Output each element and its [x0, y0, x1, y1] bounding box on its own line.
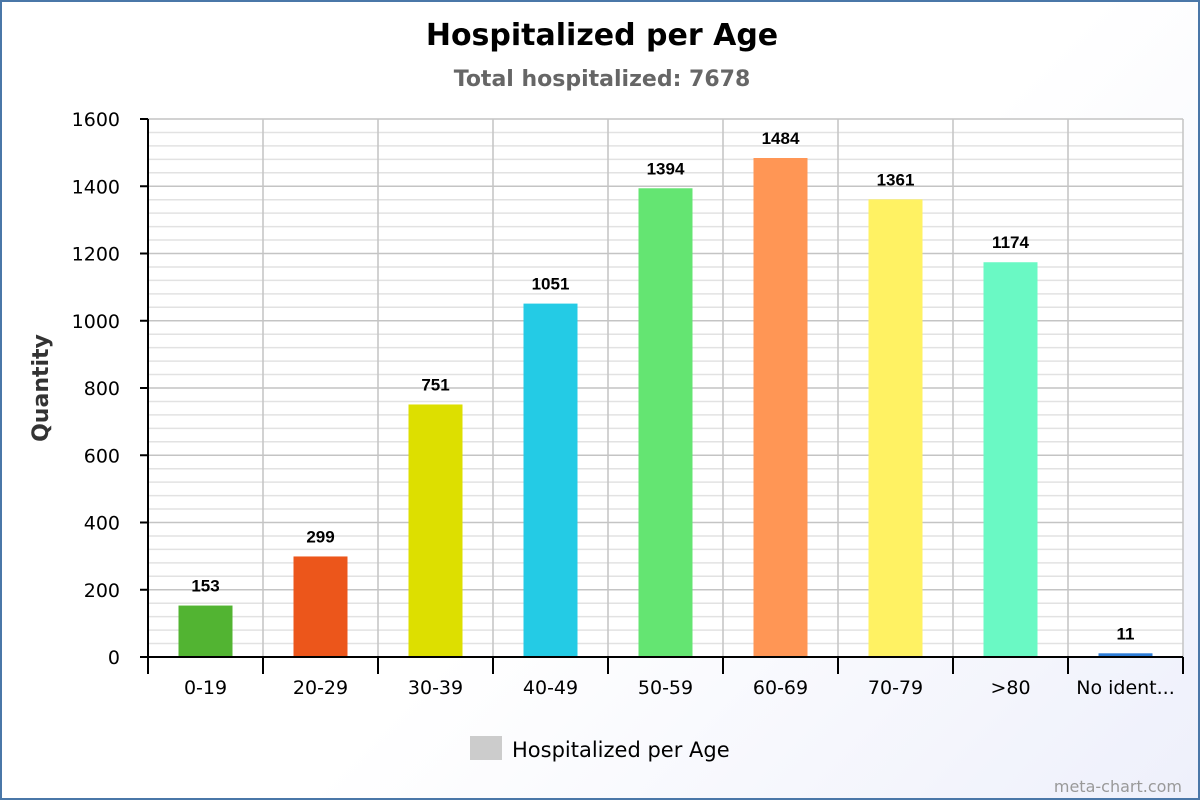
x-tick-label: 30-39 — [408, 677, 463, 699]
y-tick-label: 1600 — [72, 109, 120, 131]
y-tick-label: 1000 — [72, 311, 120, 333]
data-labels: 153 299 751 1051 1394 1484 1361 1174 11 — [191, 129, 1134, 643]
legend-swatch[interactable] — [470, 736, 502, 760]
data-label: 1361 — [877, 170, 915, 189]
legend-label[interactable]: Hospitalized per Age — [512, 738, 730, 762]
y-tick-label: 600 — [84, 445, 120, 467]
x-tick-label: No ident... — [1076, 677, 1175, 699]
chart-title: Hospitalized per Age — [426, 18, 778, 53]
data-label: 11 — [1117, 624, 1135, 643]
bar-No ident...[interactable] — [1098, 653, 1153, 657]
x-tick-label: 60-69 — [753, 677, 808, 699]
bar->80[interactable] — [983, 262, 1038, 657]
x-tick-label: >80 — [990, 677, 1030, 699]
legend[interactable]: Hospitalized per Age — [470, 736, 730, 762]
x-tick-label: 20-29 — [293, 677, 348, 699]
bar-60-69[interactable] — [753, 158, 808, 657]
bar-40-49[interactable] — [523, 303, 578, 657]
x-tick-label: 40-49 — [523, 677, 578, 699]
y-tick-label: 1200 — [72, 244, 120, 266]
bar-0-19[interactable] — [178, 605, 233, 657]
data-label: 1174 — [992, 233, 1029, 252]
bar-50-59[interactable] — [638, 188, 693, 657]
bars — [178, 158, 1153, 657]
data-label: 1484 — [762, 129, 800, 148]
x-tick-label: 0-19 — [184, 677, 227, 699]
bar-20-29[interactable] — [293, 556, 348, 657]
data-label: 299 — [306, 527, 334, 546]
chart-subtitle: Total hospitalized: 7678 — [454, 67, 751, 92]
data-label: 751 — [421, 375, 449, 394]
data-label: 153 — [191, 577, 219, 596]
y-axis-label: Quantity — [29, 334, 54, 442]
x-tick-label: 70-79 — [868, 677, 923, 699]
y-tick-label: 1400 — [72, 176, 120, 198]
credit-text[interactable]: meta-chart.com — [1054, 777, 1182, 796]
y-tick-label: 0 — [108, 647, 120, 669]
data-label: 1051 — [532, 275, 570, 294]
y-tick-label: 800 — [84, 378, 120, 400]
data-label: 1394 — [647, 159, 685, 178]
x-tick-label: 50-59 — [638, 677, 693, 699]
y-tick-label: 200 — [84, 580, 120, 602]
axes: 0-19 20-29 30-39 40-49 50-59 60-69 70-79 >80 No … — [72, 109, 1184, 699]
bar-70-79[interactable] — [868, 199, 923, 657]
y-tick-label: 400 — [84, 513, 120, 535]
bar-30-39[interactable] — [408, 404, 463, 657]
